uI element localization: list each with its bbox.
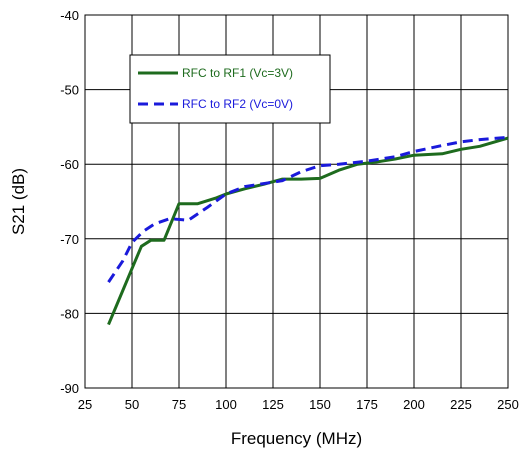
legend-label-rf1: RFC to RF1 (Vc=3V)	[182, 66, 293, 80]
y-tick-label: -90	[60, 381, 79, 396]
x-tick-label: 50	[125, 397, 139, 412]
legend-label-rf2: RFC to RF2 (Vc=0V)	[182, 97, 293, 111]
x-tick-label: 250	[497, 397, 519, 412]
legend: RFC to RF1 (Vc=3V) RFC to RF2 (Vc=0V)	[129, 54, 331, 124]
plot-area-frame	[84, 14, 509, 389]
y-tick-label: -50	[60, 83, 79, 98]
legend-box	[129, 54, 331, 124]
y-axis-title: S21 (dB)	[9, 168, 28, 235]
data-series	[107, 135, 509, 326]
x-tick-label: 125	[262, 397, 284, 412]
x-tick-label: 75	[172, 397, 186, 412]
y-tick-label: -60	[60, 157, 79, 172]
y-tick-label: -40	[60, 8, 79, 23]
x-tick-label: 100	[215, 397, 237, 412]
axis-ticks: 25 50 75 100 125 150 175 200 225 250 -90 -80 -70 -60 -…	[60, 8, 519, 412]
x-tick-label: 175	[356, 397, 378, 412]
series-line-rf2	[107, 135, 509, 283]
x-tick-label: 150	[309, 397, 331, 412]
x-tick-label: 225	[450, 397, 472, 412]
x-axis-title: Frequency (MHz)	[231, 429, 362, 448]
series-line-rf1	[107, 136, 509, 326]
y-tick-label: -70	[60, 232, 79, 247]
x-tick-label: 200	[403, 397, 425, 412]
y-tick-label: -80	[60, 306, 79, 321]
x-tick-label: 25	[78, 397, 92, 412]
